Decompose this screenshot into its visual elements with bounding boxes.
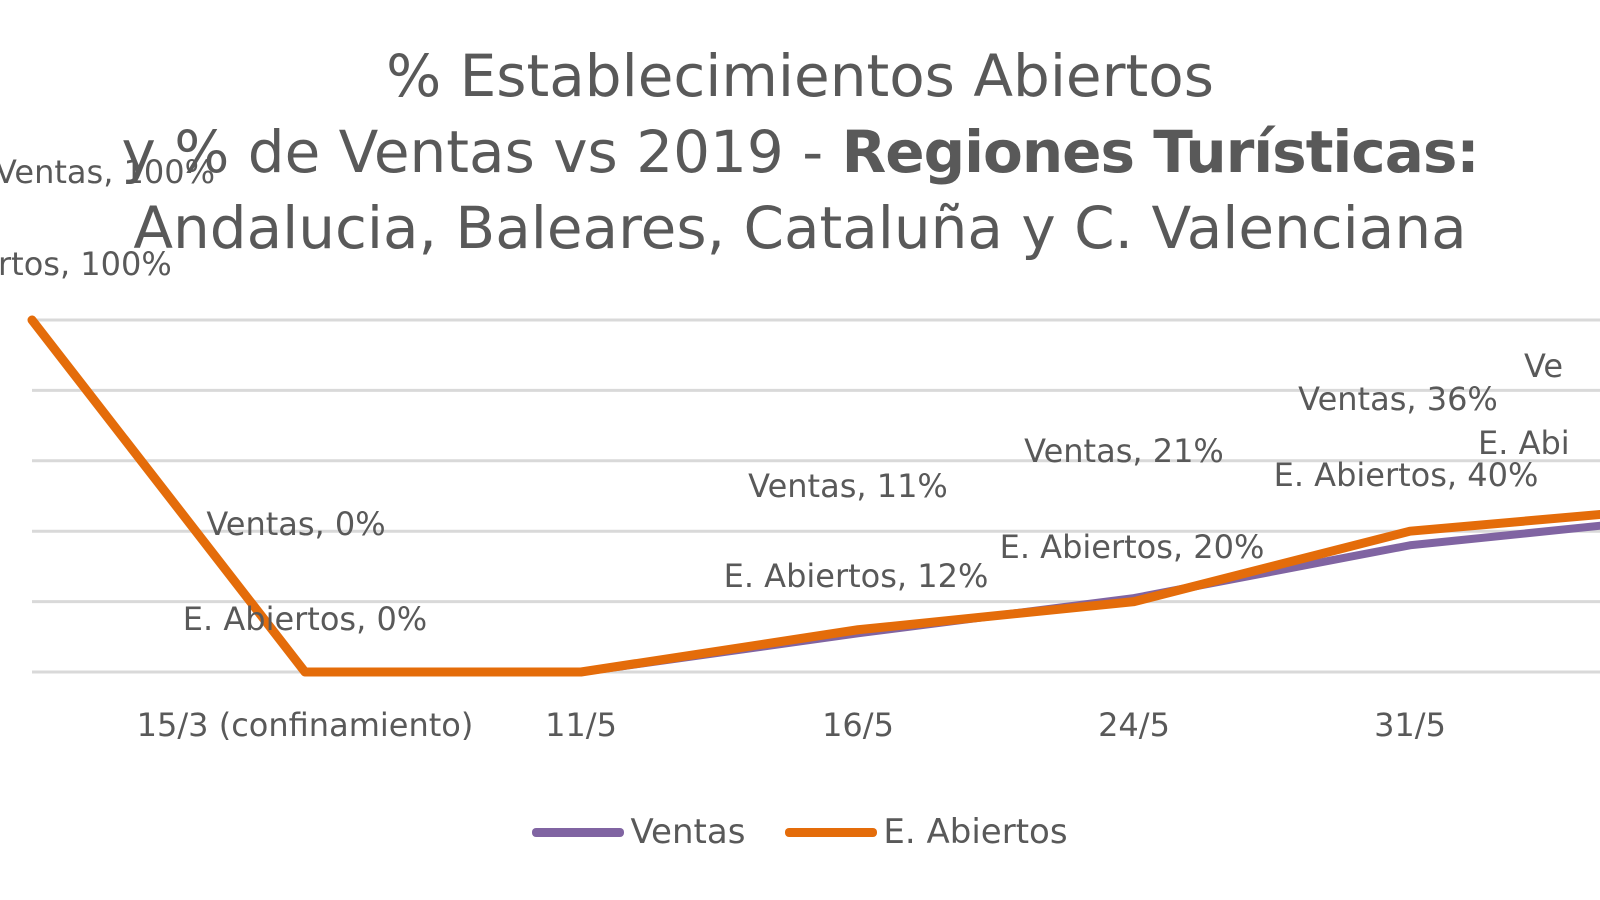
data-label: E. Abiertos, 40%	[1274, 456, 1539, 494]
legend-item-e-abiertos: E. Abiertos	[785, 812, 1068, 852]
data-label: Ventas, 0%	[206, 505, 385, 543]
series-lines	[27, 315, 1600, 677]
data-labels: Ventas, 100% Ventas, 0% Ventas, 11% Ventas,…	[0, 153, 1570, 638]
x-tick-label: 15/3 (confinamiento)	[137, 706, 474, 744]
data-label: Ventas, 21%	[1024, 432, 1224, 470]
x-axis-ticks: 15/3 (confinamiento) 11/5 16/5 24/5 31/5	[137, 706, 1446, 744]
data-label: E. Abiertos, 12%	[724, 557, 989, 595]
gridlines	[32, 318, 1600, 674]
data-label: E. Abiertos, 20%	[1000, 528, 1265, 566]
data-label: Ventas, 100%	[0, 153, 215, 191]
data-label: Ventas, 36%	[1298, 380, 1498, 418]
chart-title-line2: y % de Ventas vs 2019 - Regiones Turísti…	[0, 114, 1600, 190]
chart-title-line2-bold: Regiones Turísticas:	[841, 118, 1480, 186]
legend: Ventas E. Abiertos	[0, 812, 1600, 852]
data-label: Ve	[1524, 347, 1563, 385]
series-line-e-abiertos	[27, 315, 1600, 677]
x-tick-label: 31/5	[1374, 706, 1446, 744]
chart-title-line3: Andalucia, Baleares, Cataluña y C. Valen…	[133, 194, 1467, 262]
chart-title-line2-plain: y % de Ventas vs 2019 -	[121, 118, 842, 186]
data-label: E. Abiertos, 0%	[183, 600, 427, 638]
x-tick-label: 16/5	[822, 706, 894, 744]
data-label: rtos, 100%	[0, 245, 172, 283]
data-label: Ventas, 11%	[748, 467, 948, 505]
chart-title: % Establecimientos Abiertos y % de Venta…	[0, 38, 1600, 266]
data-label: E. Abi	[1478, 424, 1570, 462]
legend-label-e-abiertos: E. Abiertos	[883, 812, 1068, 852]
x-tick-label: 24/5	[1098, 706, 1170, 744]
legend-swatch-e-abiertos	[785, 827, 878, 837]
legend-item-ventas: Ventas	[532, 812, 745, 852]
chart-title-line1: % Establecimientos Abiertos	[386, 42, 1214, 110]
legend-swatch-ventas	[532, 827, 625, 837]
x-tick-label: 11/5	[545, 706, 617, 744]
legend-label-ventas: Ventas	[630, 812, 746, 852]
